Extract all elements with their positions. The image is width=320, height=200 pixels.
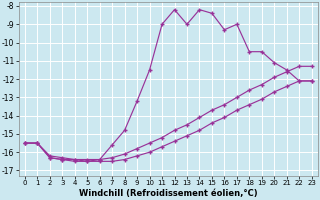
X-axis label: Windchill (Refroidissement éolien,°C): Windchill (Refroidissement éolien,°C) [79,189,258,198]
